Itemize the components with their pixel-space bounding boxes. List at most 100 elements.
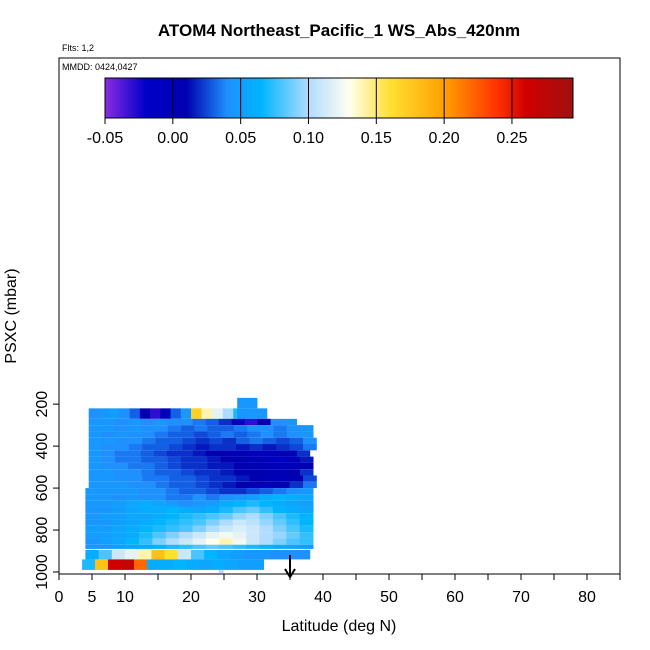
heatmap-cell <box>259 500 274 507</box>
heatmap-cell <box>273 431 288 438</box>
heatmap-cell <box>219 506 234 514</box>
heatmap-cell <box>276 481 291 489</box>
heatmap-cell <box>286 456 301 463</box>
heatmap-cell <box>165 538 180 545</box>
heatmap-cell <box>260 431 274 438</box>
heatmap-cell <box>164 549 179 560</box>
heatmap-cell <box>220 462 235 470</box>
colorbar-gradient <box>104 77 574 119</box>
heatmap-cell <box>232 506 247 514</box>
heatmap-cell <box>272 525 287 533</box>
heatmap-cell <box>303 437 317 445</box>
heatmap-cell <box>85 513 100 520</box>
colorbar-tick-label: -0.05 <box>87 130 124 147</box>
heatmap-cell <box>179 538 193 545</box>
heatmap-cell <box>154 469 169 476</box>
heatmap-cell <box>205 519 220 526</box>
heatmap-cell <box>272 513 287 520</box>
colorbar-tick-label: 0.10 <box>293 130 324 147</box>
heatmap-cell <box>182 444 197 451</box>
heatmap-cell <box>112 519 126 526</box>
heatmap-cell <box>138 519 153 526</box>
heatmap-cell <box>276 437 291 445</box>
heatmap-cell <box>209 437 224 445</box>
heatmap-cell <box>195 481 210 489</box>
heatmap-cell <box>219 488 234 495</box>
heatmap-cell <box>138 488 153 495</box>
heatmap-cell <box>194 469 208 476</box>
heatmap-cell <box>98 494 113 501</box>
heatmap-cell <box>204 549 218 560</box>
heatmap-cell <box>85 494 100 501</box>
heatmap-cell <box>299 538 314 545</box>
heatmap-cell <box>146 559 161 570</box>
heatmap-cell <box>289 481 304 489</box>
heatmap-cell <box>286 425 301 432</box>
heatmap-cell <box>217 549 231 560</box>
heatmap-cell <box>219 532 234 539</box>
heatmap-cell <box>205 488 220 495</box>
heatmap-cell <box>98 549 113 560</box>
heatmap-cell <box>262 481 277 489</box>
heatmap-cell <box>299 544 314 549</box>
heatmap-cell <box>88 469 103 476</box>
heatmap-cell <box>299 456 314 463</box>
heatmap-cell <box>102 444 116 451</box>
y-tick-label: 400 <box>34 433 51 460</box>
heatmap-cell <box>128 444 143 451</box>
heatmap-cell <box>114 418 129 426</box>
heatmap-cell <box>152 519 167 526</box>
heatmap-cell <box>257 549 271 560</box>
heatmap-cell <box>273 469 288 476</box>
heatmap-cell <box>179 450 194 457</box>
heatmap-cell <box>246 532 260 539</box>
heatmap-cell <box>249 481 264 489</box>
heatmap-cell <box>286 519 301 526</box>
heatmap-cell <box>125 538 140 545</box>
heatmap-cell <box>236 444 250 451</box>
heatmap-cell <box>247 462 261 470</box>
heatmap-cell <box>276 444 291 451</box>
heatmap-cell <box>205 513 220 520</box>
heatmap-cell <box>98 538 113 545</box>
heatmap-cell <box>165 506 180 514</box>
heatmap-cell <box>82 559 96 570</box>
heatmap-cell <box>125 544 140 549</box>
heatmap-cell <box>179 519 193 526</box>
heatmap-cell <box>165 494 180 501</box>
heatmap-cell <box>250 559 264 570</box>
heatmap-cell <box>138 532 153 539</box>
heatmap-cell <box>127 450 142 457</box>
heatmap-cell <box>179 525 193 533</box>
heatmap-cell <box>233 425 248 432</box>
heatmap-cell <box>165 513 180 520</box>
heatmap-cell <box>152 500 167 507</box>
heatmap-cell <box>195 444 210 451</box>
heatmap-cell <box>286 506 301 514</box>
heatmap-cell <box>220 469 235 476</box>
heatmap-cell <box>262 444 277 451</box>
heatmap-cell <box>192 544 207 549</box>
heatmap-cell <box>141 425 156 432</box>
heatmap-cell <box>182 475 197 482</box>
heatmap-cell <box>182 437 197 445</box>
heatmap-cell <box>286 462 301 470</box>
heatmap-cell <box>259 532 274 539</box>
heatmap-cell <box>272 494 287 501</box>
heatmap-cell <box>246 494 260 501</box>
heatmap-cell <box>128 431 142 438</box>
heatmap-cell <box>128 475 143 482</box>
heatmap-cell <box>88 456 103 463</box>
heatmap-cell <box>259 506 274 514</box>
marker-arrow-head <box>284 568 296 579</box>
heatmap-cell <box>181 456 195 463</box>
heatmap-cell <box>85 488 100 495</box>
heatmap-cell <box>98 488 113 495</box>
heatmap-cell <box>233 431 248 438</box>
heatmap-cell <box>85 500 100 507</box>
heatmap-cell <box>205 525 220 533</box>
heatmap-cell <box>140 418 155 426</box>
heatmap-cell <box>112 525 126 533</box>
heatmap-cell <box>138 538 153 545</box>
